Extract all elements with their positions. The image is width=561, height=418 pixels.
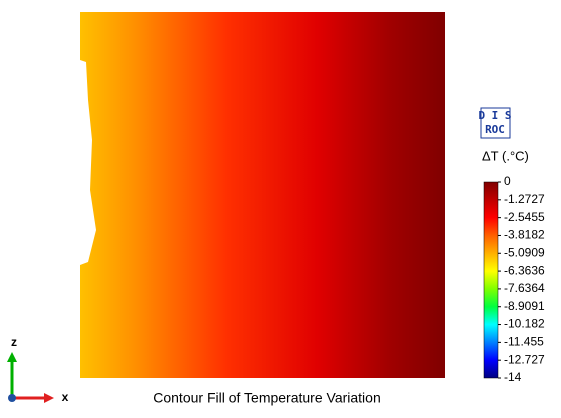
colorbar-tick-label: -2.5455 (504, 210, 545, 224)
logo-box (480, 107, 511, 139)
colorbar-label: ΔT (.°C) (482, 148, 529, 163)
cavity (80, 60, 96, 265)
x-axis-label: x (62, 390, 69, 404)
colorbar-tick-label: -11.455 (504, 335, 544, 349)
colorbar-tick-label: -12.727 (504, 352, 545, 366)
z-axis-label: z (11, 335, 17, 349)
contour-field (80, 12, 445, 378)
colorbar (483, 181, 499, 379)
logo-text: D I S (478, 109, 511, 122)
axis-triad: z x (7, 335, 69, 404)
colorbar-tick-label: 0 (504, 174, 511, 188)
colorbar-tick-label: -3.8182 (504, 228, 545, 242)
colorbar-tick-label: -1.2727 (504, 192, 545, 206)
colorbar-tick-label: -8.9091 (504, 299, 545, 313)
colorbar-tick-label: -10.182 (504, 317, 545, 331)
colorbar-tick-label: -5.0909 (504, 245, 545, 259)
colorbar-tick-label: -7.6364 (504, 281, 545, 295)
colorbar-tick-label: -6.3636 (504, 263, 545, 277)
chart-title: Contour Fill of Temperature Variation (153, 390, 380, 406)
colorbar-tick-label: -14 (504, 370, 522, 384)
logo-text: ROC (485, 123, 505, 136)
